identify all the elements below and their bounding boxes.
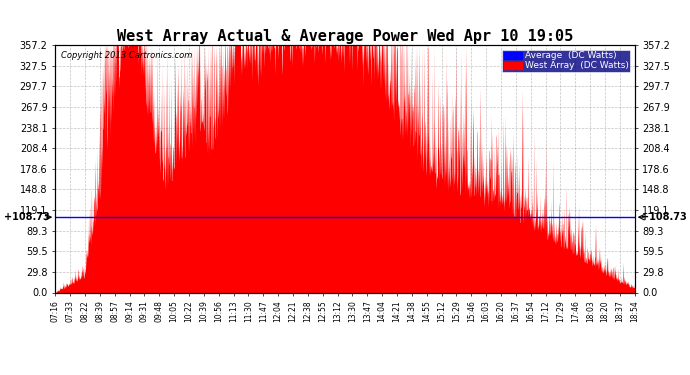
Title: West Array Actual & Average Power Wed Apr 10 19:05: West Array Actual & Average Power Wed Ap… bbox=[117, 29, 573, 44]
Text: +108.73: +108.73 bbox=[3, 212, 50, 222]
Legend: Average  (DC Watts), West Array  (DC Watts): Average (DC Watts), West Array (DC Watts… bbox=[502, 50, 630, 72]
Text: Copyright 2013 Cartronics.com: Copyright 2013 Cartronics.com bbox=[61, 51, 193, 60]
Text: +108.73: +108.73 bbox=[640, 212, 687, 222]
